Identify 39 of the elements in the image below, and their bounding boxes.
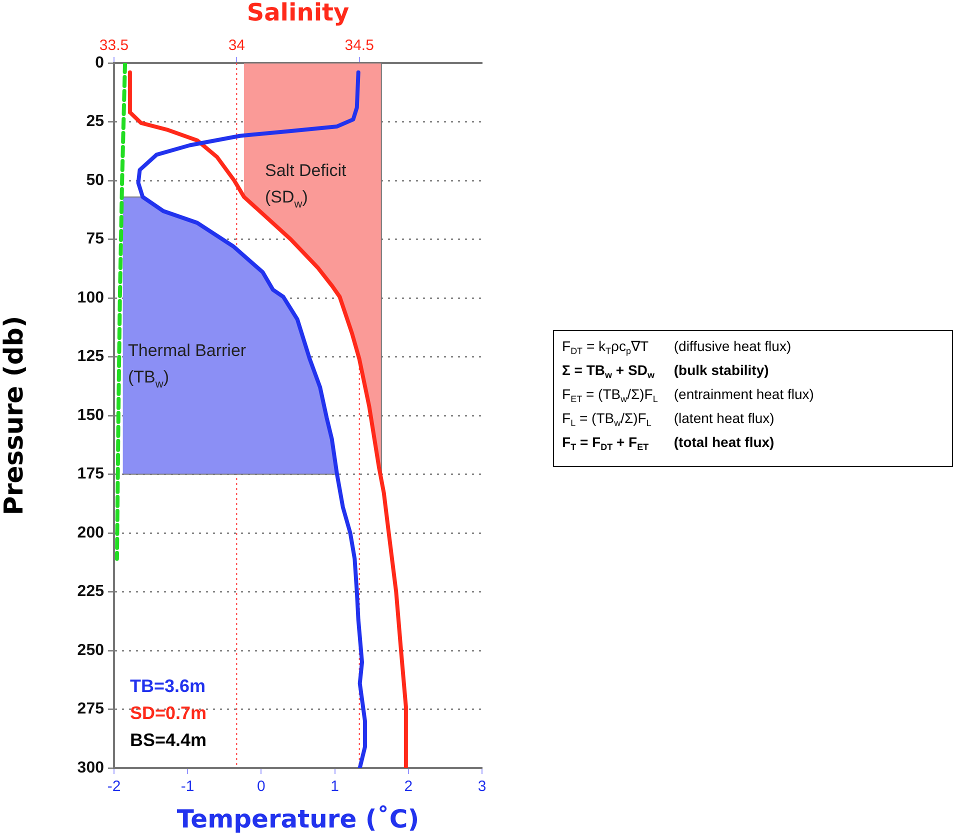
- y-tick-label: 125: [77, 348, 104, 366]
- x-tick-label: 3: [478, 778, 486, 796]
- y-tick-label: 75: [86, 230, 104, 248]
- text: (diffusive heat flux): [674, 337, 792, 356]
- x-tick-label: 2: [404, 778, 413, 796]
- annotation: BS=4.4m: [130, 730, 207, 750]
- text: F$_{T}$ = F$_{DT}$ + F$_{ET}$: [562, 433, 650, 454]
- y-tick-label: 275: [77, 700, 104, 718]
- y-tick-label: 175: [77, 466, 104, 483]
- y-tick-label: 100: [77, 289, 104, 306]
- y-tick-label: 250: [77, 642, 104, 659]
- x2-axis-title: Salinity: [246, 0, 350, 27]
- y-tick-label: 25: [86, 113, 104, 130]
- y-tick-label: 225: [77, 583, 104, 600]
- annotation: SD=0.7m: [130, 703, 207, 723]
- x-tick-label: -1: [180, 778, 194, 796]
- x2-tick-label: 34: [228, 37, 246, 54]
- text: (total heat flux): [674, 433, 776, 452]
- text: Σ = TB$_{w}$ + SD$_{w}$: [562, 361, 656, 382]
- y-tick-label: 200: [77, 524, 104, 542]
- line-series: [114, 63, 128, 561]
- x2-tick-label: 33.5: [99, 37, 129, 54]
- x-tick-label: 1: [330, 778, 339, 796]
- text: F$_{ET}$ = (TB$_{w}$/Σ)F$_{L}$: [562, 385, 658, 406]
- text: F$_{DT}$ = k$_{T}$ρc$_{p}$∇T: [562, 337, 650, 358]
- annotation: TB=3.6m: [130, 676, 206, 696]
- x-axis-title: Temperature (˚C): [176, 804, 420, 834]
- text: (bulk stability): [674, 361, 770, 380]
- y-tick-label: 0: [95, 54, 104, 72]
- text: (entrainment heat flux): [674, 385, 814, 404]
- y-tick-label: 300: [77, 759, 104, 776]
- y-tick-label: 150: [77, 406, 104, 424]
- x2-tick-label: 34.5: [344, 37, 374, 54]
- x-tick-label: 0: [257, 778, 266, 796]
- y-axis-title: Pressure (db): [0, 316, 30, 516]
- x-tick-label: -2: [107, 778, 121, 796]
- text: (latent heat flux): [674, 409, 776, 428]
- text: F$_{L}$ = (TB$_{w}$/Σ)F$_{L}$: [562, 409, 652, 430]
- y-tick-label: 50: [86, 172, 104, 189]
